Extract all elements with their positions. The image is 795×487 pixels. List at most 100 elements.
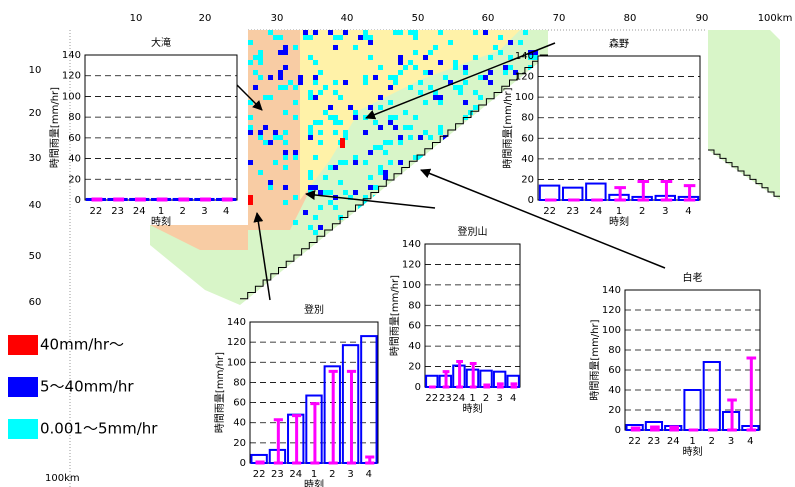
radar-cell [388, 85, 393, 90]
radar-cell [263, 140, 268, 145]
radar-cell [378, 105, 383, 110]
y-tick-label: 100 [602, 325, 621, 336]
radar-cell [323, 110, 328, 115]
legend-swatch [8, 335, 38, 355]
radar-cell [368, 185, 373, 190]
radar-cell [268, 140, 273, 145]
radar-cell [538, 270, 543, 275]
radar-cell [318, 205, 323, 210]
radar-cell [388, 160, 393, 165]
radar-cell [443, 230, 448, 235]
radar-cell [378, 65, 383, 70]
radar-cell [258, 55, 263, 60]
y-axis-label: 時間雨量[mm/hr] [589, 319, 601, 400]
radar-cell [308, 55, 313, 60]
gauge-bar [200, 199, 211, 200]
radar-cell [478, 195, 483, 200]
x-tick-label: 3 [662, 206, 668, 217]
radar-cell [388, 120, 393, 125]
radar-cell [353, 110, 358, 115]
radar-cell [363, 255, 368, 260]
radar-cell [373, 230, 378, 235]
radar-cell [413, 50, 418, 55]
radar-cell [448, 185, 453, 190]
x-tick-label: 2 [483, 393, 489, 404]
radar-cell [248, 115, 253, 120]
radar-cell [378, 95, 383, 100]
radar-cell [423, 190, 428, 195]
gauge-bar [483, 385, 490, 387]
radar-cell [273, 135, 278, 140]
radar-cell [518, 40, 523, 45]
radar-cell [313, 185, 318, 190]
radar-cell [303, 210, 308, 215]
radar-cell [413, 210, 418, 215]
radar-cell [408, 230, 413, 235]
radar-cell [308, 95, 313, 100]
radar-cell [268, 95, 273, 100]
map-y-label: 10 [29, 65, 42, 76]
radar-cell [393, 255, 398, 260]
map-y-label: 40 [29, 200, 42, 211]
radar-cell [493, 110, 498, 115]
radar-cell [293, 45, 298, 50]
radar-cell [443, 170, 448, 175]
y-tick-label: 40 [408, 341, 421, 352]
radar-cell [303, 35, 308, 40]
radar-cell [398, 55, 403, 60]
gauge-bar [255, 462, 264, 463]
radar-cell [313, 60, 318, 65]
radar-cell [283, 130, 288, 135]
radar-cell [518, 220, 523, 225]
radar-cell [328, 165, 333, 170]
radar-cell [363, 80, 368, 85]
radar-cell [388, 260, 393, 265]
radar-cell [278, 50, 283, 55]
x-tick-label: 2 [180, 206, 186, 217]
map-x-label: 70 [553, 13, 566, 24]
radar-cell [533, 245, 538, 250]
radar-cell [388, 75, 393, 80]
radar-cell [253, 85, 258, 90]
radar-cell [408, 135, 413, 140]
radar-cell [313, 230, 318, 235]
radar-cell [248, 160, 253, 165]
radar-cell [508, 230, 513, 235]
radar-cell [503, 205, 508, 210]
y-tick-label: 100 [402, 280, 421, 291]
radar-cell [318, 190, 323, 195]
radar-cell [273, 130, 278, 135]
radar-cell [498, 195, 503, 200]
y-tick-label: 20 [521, 174, 534, 185]
gauge-bar [113, 199, 124, 200]
radar-cell [398, 60, 403, 65]
radar-cell [483, 160, 488, 165]
radar-cell [388, 115, 393, 120]
radar-cell [363, 160, 368, 165]
radar-cell [483, 150, 488, 155]
legend-label: 40mm/hr〜 [40, 336, 124, 354]
y-tick-label: 140 [62, 50, 81, 61]
x-tick-label: 1 [689, 436, 695, 447]
radar-cell [383, 175, 388, 180]
radar-cell [248, 200, 253, 205]
radar-cell [373, 185, 378, 190]
radar-cell [393, 80, 398, 85]
x-tick-label: 23 [648, 436, 661, 447]
y-tick-label: 120 [62, 71, 81, 82]
radar-cell [348, 235, 353, 240]
radar-cell [363, 35, 368, 40]
radar-cell [368, 105, 373, 110]
radar-cell [368, 225, 373, 230]
radar-cell [398, 160, 403, 165]
radar-cell [383, 150, 388, 155]
radar-cell [413, 195, 418, 200]
radar-cell [523, 250, 528, 255]
radar-cell [528, 85, 533, 90]
y-tick-label: 0 [75, 195, 81, 206]
radar-cell [408, 125, 413, 130]
map-x-label: 80 [624, 13, 637, 24]
radar-cell [438, 170, 443, 175]
radar-cell [408, 30, 413, 35]
radar-cell [498, 50, 503, 55]
